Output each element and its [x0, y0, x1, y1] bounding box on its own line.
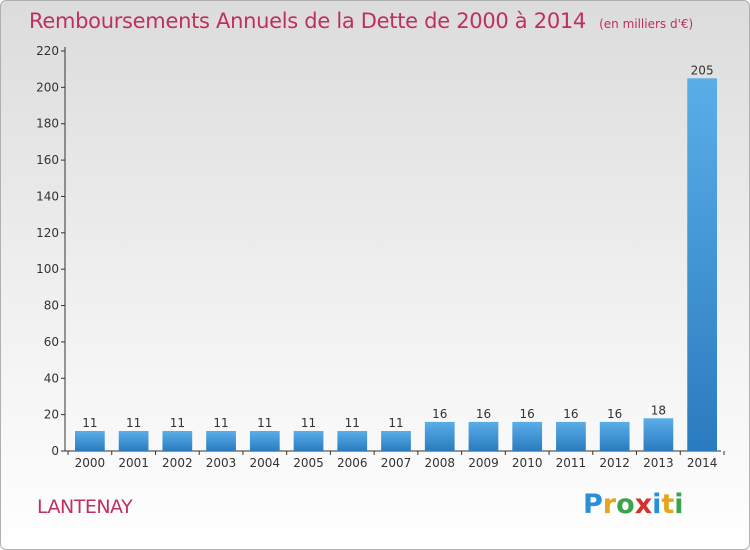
bar: [206, 431, 236, 451]
data-label: 11: [82, 416, 97, 430]
data-label: 11: [301, 416, 316, 430]
chart-title: Remboursements Annuels de la Dette de 20…: [29, 9, 693, 33]
y-tick-label: 80: [44, 299, 59, 313]
bar: [687, 78, 718, 451]
logo-letter: i: [674, 489, 684, 520]
x-tick-label: 2008: [424, 456, 455, 470]
bar: [381, 431, 411, 451]
chart-labels: 2000 11 2001 11 2002 11 2003 11 2004 11 2005 11 2006…: [75, 63, 718, 470]
x-tick-label: 2010: [512, 456, 543, 470]
bar: [74, 431, 105, 451]
x-tick-label: 2001: [118, 456, 149, 470]
bar: [118, 431, 149, 451]
x-tick-label: 2002: [162, 456, 193, 470]
data-label: 11: [257, 416, 272, 430]
bar: [643, 418, 674, 451]
logo-letter: i: [652, 489, 662, 520]
x-tick-label: 2007: [381, 456, 412, 470]
logo-letter: r: [602, 489, 617, 520]
chart-unit-note: (en milliers d'€): [599, 17, 694, 31]
commune-name: LANTENAY: [37, 496, 133, 518]
logo-letter: t: [661, 489, 675, 520]
logo-letter: P: [583, 489, 603, 520]
data-label: 16: [432, 407, 447, 421]
bar: [293, 431, 324, 451]
data-label: 16: [563, 407, 578, 421]
y-tick-label: 60: [44, 335, 59, 349]
y-tick-label: 20: [44, 408, 59, 422]
bar: [556, 421, 586, 451]
bar: [249, 431, 280, 451]
x-tick-label: 2000: [75, 456, 106, 470]
y-tick-label: 180: [36, 117, 59, 131]
chart-bars: [74, 78, 718, 451]
x-tick-label: 2014: [687, 456, 718, 470]
proxiti-logo: Proxiti: [583, 489, 684, 520]
logo-letter: x: [634, 489, 653, 520]
logo-letter: o: [616, 489, 635, 520]
y-tick-label: 200: [36, 80, 59, 94]
bar: [424, 421, 455, 451]
y-tick-label: 220: [36, 44, 59, 58]
y-tick-label: 100: [36, 262, 59, 276]
data-label: 16: [607, 407, 622, 421]
x-tick-label: 2003: [206, 456, 237, 470]
bar: [512, 421, 543, 451]
chart-axes: 0 20 40 60 80 100 120 140 160 180 200 220: [36, 44, 725, 458]
x-tick-label: 2006: [337, 456, 368, 470]
data-label: 11: [126, 416, 141, 430]
x-tick-label: 2012: [599, 456, 630, 470]
y-tick-label: 120: [36, 226, 59, 240]
bar: [468, 421, 499, 451]
x-tick-label: 2013: [643, 456, 674, 470]
data-label: 18: [651, 403, 666, 417]
bar: [599, 421, 630, 451]
data-label: 11: [213, 416, 228, 430]
x-tick-label: 2011: [556, 456, 587, 470]
data-label: 16: [520, 407, 535, 421]
x-tick-label: 2004: [250, 456, 281, 470]
y-tick-label: 160: [36, 153, 59, 167]
data-label: 11: [345, 416, 360, 430]
data-label: 11: [170, 416, 185, 430]
data-label: 16: [476, 407, 491, 421]
bar: [162, 431, 193, 451]
chart-title-text: Remboursements Annuels de la Dette de 20…: [29, 9, 586, 33]
data-label: 205: [691, 63, 714, 77]
bar: [337, 431, 368, 451]
data-label: 11: [388, 416, 403, 430]
y-tick-label: 140: [36, 189, 59, 203]
x-tick-label: 2009: [468, 456, 499, 470]
x-tick-label: 2005: [293, 456, 324, 470]
y-tick-label: 0: [51, 444, 59, 458]
y-tick-label: 40: [44, 371, 59, 385]
